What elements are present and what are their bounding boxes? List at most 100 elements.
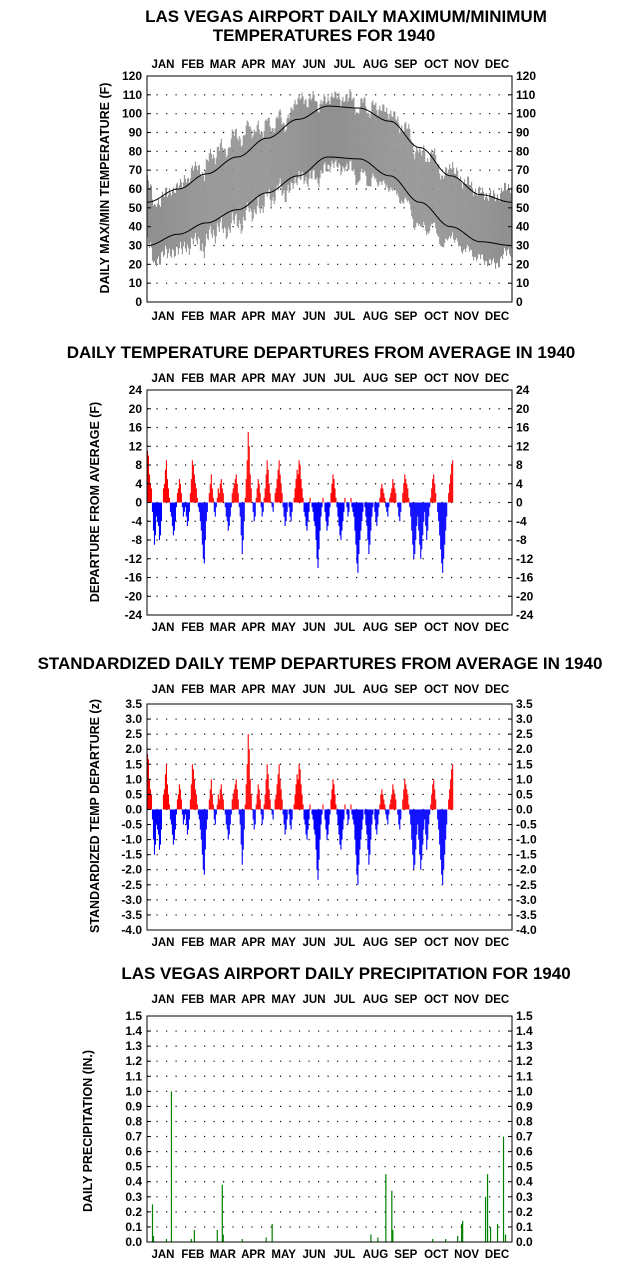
temperature-y-tick-label-left: 10 bbox=[129, 276, 143, 290]
precipitation-month-label-bottom: JUN bbox=[303, 1249, 326, 1261]
standardized-month-label-top: MAY bbox=[271, 684, 296, 696]
precipitation-month-label-bottom: SEP bbox=[394, 1249, 417, 1261]
temperature-y-tick-label-right: 30 bbox=[516, 239, 530, 253]
precipitation-y-tick-label-left: 1.1 bbox=[125, 1069, 142, 1083]
departure-y-tick-label-left: 12 bbox=[129, 439, 143, 453]
standardized-y-tick-label-left: 3.0 bbox=[125, 712, 142, 726]
departure-month-label-bottom: NOV bbox=[454, 622, 479, 634]
departure-y-tick-label-left: 24 bbox=[129, 383, 143, 397]
standardized-month-label-bottom: JAN bbox=[151, 937, 174, 949]
standardized-month-label-top: AUG bbox=[363, 684, 389, 696]
departure-y-tick-label-left: 0 bbox=[135, 496, 142, 510]
temperature-y-tick-label-right: 80 bbox=[516, 144, 530, 158]
standardized-y-tick-label-right: 1.0 bbox=[516, 772, 533, 786]
temperature-y-tick-label-left: 40 bbox=[129, 220, 143, 234]
departure-month-label-top: OCT bbox=[424, 373, 448, 385]
precipitation-month-label-bottom: MAY bbox=[271, 1249, 296, 1261]
precipitation-y-tick-label-left: 1.4 bbox=[125, 1024, 142, 1038]
standardized-month-label-top: APR bbox=[241, 684, 266, 696]
temperature-y-tick-label-right: 90 bbox=[516, 126, 530, 140]
normal-max-line bbox=[147, 105, 512, 203]
precipitation-y-tick-label-right: 1.5 bbox=[516, 1009, 533, 1023]
departure-y-tick-label-right: -16 bbox=[516, 571, 534, 585]
standardized-month-label-bottom: APR bbox=[241, 937, 266, 949]
temperature-month-label-bottom: OCT bbox=[424, 311, 448, 323]
departure-y-tick-label-left: -8 bbox=[131, 533, 142, 547]
temperature-month-label-top: DEC bbox=[485, 59, 509, 71]
precipitation-chart-grid bbox=[147, 1030, 512, 1228]
precipitation-chart-month-labels: JAN JAN FEB FEB MAR MAR APR APR MAY MAY JUN JUN JUL J… bbox=[151, 994, 509, 1261]
precipitation-y-tick-label-left: 0.2 bbox=[125, 1205, 142, 1219]
precipitation-y-tick-label-right: 0.4 bbox=[516, 1175, 533, 1189]
departure-y-tick-label-left: -4 bbox=[131, 514, 142, 528]
departure-y-tick-label-right: -12 bbox=[516, 552, 534, 566]
temperature-month-label-bottom: APR bbox=[241, 311, 266, 323]
departure-month-label-top: JUN bbox=[303, 373, 326, 385]
temperature-month-label-top: OCT bbox=[424, 59, 448, 71]
departure-y-tick-label-right: 16 bbox=[516, 421, 530, 435]
temperature-month-label-top: MAR bbox=[210, 59, 237, 71]
standardized-month-label-top: OCT bbox=[424, 684, 448, 696]
departure-y-tick-label-right: -4 bbox=[516, 514, 527, 528]
precipitation-y-tick-label-right: 1.0 bbox=[516, 1084, 533, 1098]
temperature-y-tick-label-right: 0 bbox=[516, 295, 523, 309]
temperature-month-label-bottom: DEC bbox=[485, 311, 509, 323]
temperature-y-tick-label-right: 20 bbox=[516, 257, 530, 271]
precipitation-month-label-top: APR bbox=[241, 994, 266, 1006]
precipitation-chart-plot-frame bbox=[146, 1015, 513, 1243]
departure-month-label-bottom: FEB bbox=[181, 622, 204, 634]
temperature-y-tick-label-right: 100 bbox=[516, 107, 536, 121]
precipitation-y-tick-label-right: 1.1 bbox=[516, 1069, 533, 1083]
precipitation-y-tick-label-left: 0.3 bbox=[125, 1190, 142, 1204]
departure-month-label-bottom: JAN bbox=[151, 622, 174, 634]
precipitation-month-label-top: DEC bbox=[485, 994, 509, 1006]
departure-y-tick-label-right: 4 bbox=[516, 477, 523, 491]
standardized-y-tick-label-left: -3.0 bbox=[121, 893, 142, 907]
departure-month-label-top: MAR bbox=[210, 373, 237, 385]
departure-y-tick-label-right: -20 bbox=[516, 589, 534, 603]
precipitation-y-tick-label-right: 1.4 bbox=[516, 1024, 533, 1038]
standardized-y-tick-label-left: 3.5 bbox=[125, 697, 142, 711]
departure-chart-month-labels: JAN JAN FEB FEB MAR MAR APR APR MAY MAY JUN JUN JUL J… bbox=[151, 373, 509, 634]
precipitation-y-tick-label-right: 0.0 bbox=[516, 1235, 533, 1249]
standardized-y-tick-label-right: -3.5 bbox=[516, 908, 537, 922]
precipitation-month-label-top: JAN bbox=[151, 994, 174, 1006]
temperature-month-label-top: NOV bbox=[454, 59, 479, 71]
standardized-y-tick-label-right: -2.0 bbox=[516, 863, 537, 877]
standardized-y-tick-label-left: -0.5 bbox=[121, 818, 142, 832]
temperature-y-tick-label-left: 120 bbox=[122, 69, 142, 83]
temperature-range-chart: LAS VEGAS AIRPORT DAILY MAXIMUM/MINIMUM … bbox=[98, 7, 547, 323]
precipitation-month-label-top: FEB bbox=[181, 994, 204, 1006]
precipitation-y-tick-label-left: 0.0 bbox=[125, 1235, 142, 1249]
standardized-y-tick-label-left: 1.5 bbox=[125, 757, 142, 771]
departure-month-label-top: APR bbox=[241, 373, 266, 385]
precipitation-month-label-top: MAY bbox=[271, 994, 296, 1006]
departure-y-tick-label-left: -12 bbox=[125, 552, 143, 566]
temperature-chart-y-ticks: 0 0 10 10 20 20 30 30 40 40 50 50 60 60 70 70 80 80 90 90 10… bbox=[122, 69, 536, 309]
precipitation-month-label-bottom: APR bbox=[241, 1249, 266, 1261]
temperature-y-tick-label-left: 20 bbox=[129, 257, 143, 271]
temperature-month-label-bottom: JUL bbox=[334, 311, 356, 323]
precipitation-chart-y-ticks: 0.0 0.00.1 0.10.2 0.20.3 0.30.4 0.40.5 0.50.6 0… bbox=[125, 1009, 533, 1249]
standardized-y-tick-label-right: 3.0 bbox=[516, 712, 533, 726]
departure-month-label-top: SEP bbox=[394, 373, 417, 385]
standardized-y-tick-label-right: 0.0 bbox=[516, 802, 533, 816]
departure-chart-title: DAILY TEMPERATURE DEPARTURES FROM AVERAG… bbox=[67, 343, 576, 362]
precipitation-month-label-top: OCT bbox=[424, 994, 448, 1006]
standardized-month-label-bottom: FEB bbox=[181, 937, 204, 949]
standardized-y-tick-label-left: 2.0 bbox=[125, 742, 142, 756]
temperature-y-tick-label-right: 50 bbox=[516, 201, 530, 215]
departure-y-tick-label-left: 4 bbox=[135, 477, 142, 491]
temperature-chart-daily-range-band bbox=[146, 89, 513, 269]
standardized-y-tick-label-left: -3.5 bbox=[121, 908, 142, 922]
temperature-month-label-top: MAY bbox=[271, 59, 296, 71]
temperature-month-label-bottom: NOV bbox=[454, 311, 479, 323]
temperature-chart-month-labels: JAN JAN FEB FEB MAR MAR APR APR MAY MAY JUN JUN JUL J… bbox=[151, 59, 509, 323]
standardized-y-tick-label-right: 3.5 bbox=[516, 697, 533, 711]
standardized-y-tick-label-right: -3.0 bbox=[516, 893, 537, 907]
temperature-y-tick-label-left: 100 bbox=[122, 107, 142, 121]
precipitation-y-tick-label-left: 0.7 bbox=[125, 1130, 142, 1144]
standardized-month-label-bottom: MAY bbox=[271, 937, 296, 949]
precipitation-chart-title: LAS VEGAS AIRPORT DAILY PRECIPITATION FO… bbox=[121, 964, 570, 983]
precipitation-month-label-bottom: DEC bbox=[485, 1249, 509, 1261]
